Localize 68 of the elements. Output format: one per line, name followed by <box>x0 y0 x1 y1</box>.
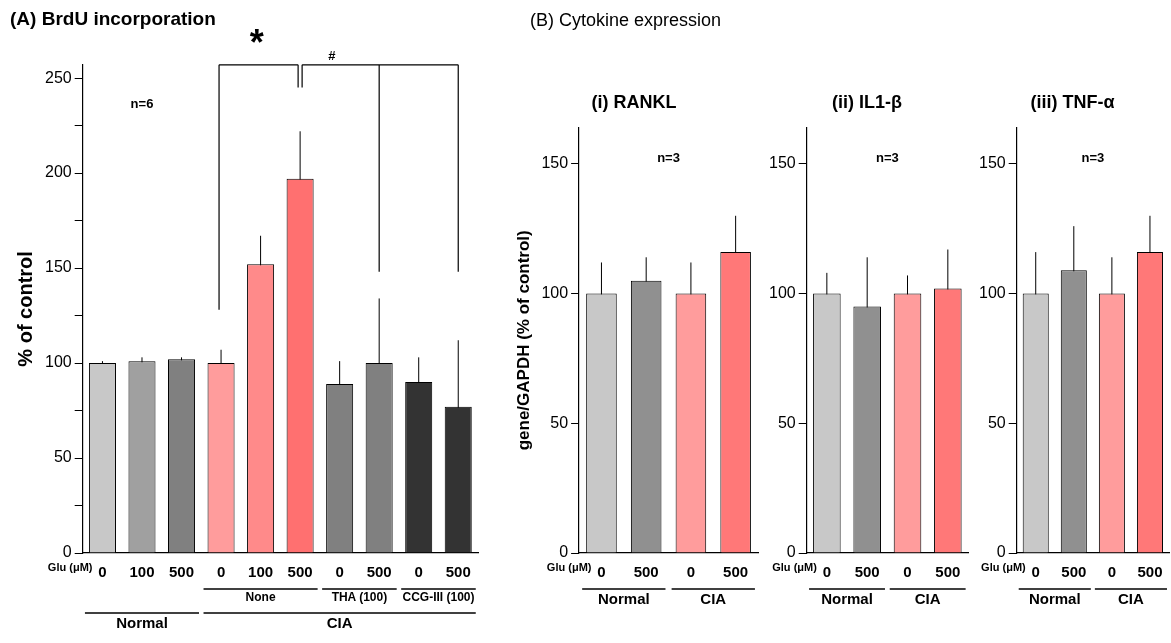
annotation: n=3 <box>875 150 899 166</box>
x-tick-label: 0 <box>98 563 107 581</box>
x-tick-label: 0 <box>597 563 606 581</box>
y-tick-label: 100 <box>44 353 72 371</box>
x-axis-title: Glu (μM) <box>47 561 93 574</box>
text: CIA <box>914 589 941 607</box>
annotation: n=3 <box>1081 150 1105 166</box>
x-tick-label: 0 <box>1031 563 1040 581</box>
text: * <box>249 21 264 63</box>
y-tick-label: 200 <box>44 163 72 181</box>
text: Normal <box>116 613 168 631</box>
text: CIA <box>1118 589 1144 607</box>
y-tick-label: 100 <box>768 284 796 302</box>
text: Normal <box>597 589 650 607</box>
annotation: n=6 <box>130 96 154 112</box>
x-tick-label: 500 <box>854 563 880 581</box>
y-axis-title: gene/GAPDH (% of control) <box>513 230 533 451</box>
y-tick-label: 0 <box>559 543 569 561</box>
text: # <box>328 47 337 63</box>
x-tick-label: 500 <box>287 563 313 581</box>
text: None <box>245 590 276 605</box>
chart-subtitle: (B) Cytokine expression <box>530 10 722 31</box>
chart-title: (ii) IL1-β <box>832 91 902 112</box>
y-tick-label: 0 <box>786 543 796 561</box>
x-axis-title: Glu (μM) <box>981 561 1027 574</box>
x-tick-label: 0 <box>414 563 423 581</box>
y-tick-label: 50 <box>777 413 796 431</box>
y-tick-label: 100 <box>978 284 1006 302</box>
x-axis-title: Glu (μM) <box>546 561 592 574</box>
text: Normal <box>821 589 873 607</box>
x-tick-label: 500 <box>633 563 659 581</box>
y-tick-label: 150 <box>44 258 72 276</box>
y-tick-label: 100 <box>541 284 569 302</box>
annotation: n=3 <box>657 150 680 166</box>
text: Normal <box>1028 589 1081 607</box>
x-tick-label: 500 <box>723 563 749 581</box>
chart-title: (A) BrdU incorporation <box>10 7 216 29</box>
text: CCG-III (100) <box>402 590 475 605</box>
y-tick-label: 150 <box>768 154 796 172</box>
chart-title: (iii) TNF-α <box>1030 91 1115 112</box>
text: CIA <box>326 613 353 631</box>
x-tick-label: 100 <box>248 563 274 581</box>
y-tick-label: 150 <box>541 154 569 172</box>
x-axis-title: Glu (μM) <box>772 561 818 574</box>
y-tick-label: 150 <box>978 154 1006 172</box>
x-tick-label: 0 <box>1107 563 1117 581</box>
text: THA (100) <box>331 590 388 605</box>
x-tick-label: 0 <box>216 563 226 581</box>
x-tick-label: 500 <box>169 563 195 581</box>
y-tick-label: 50 <box>53 448 72 466</box>
y-tick-label: 250 <box>44 68 72 86</box>
x-tick-label: 0 <box>822 563 832 581</box>
x-tick-label: 500 <box>1137 563 1163 581</box>
y-tick-label: 50 <box>987 413 1006 431</box>
y-tick-label: 0 <box>996 543 1006 561</box>
x-tick-label: 0 <box>903 563 912 581</box>
x-tick-label: 500 <box>445 563 471 581</box>
x-tick-label: 0 <box>335 563 344 581</box>
text: CIA <box>700 589 727 607</box>
x-tick-label: 500 <box>366 563 392 581</box>
x-tick-label: 100 <box>129 563 155 581</box>
y-axis-title: % of control <box>13 251 36 367</box>
chart-title: (i) RANKL <box>591 91 677 112</box>
y-tick-label: 50 <box>550 413 569 431</box>
y-tick-label: 0 <box>62 543 72 561</box>
x-tick-label: 0 <box>686 563 696 581</box>
x-tick-label: 500 <box>935 563 961 581</box>
x-tick-label: 500 <box>1061 563 1087 581</box>
